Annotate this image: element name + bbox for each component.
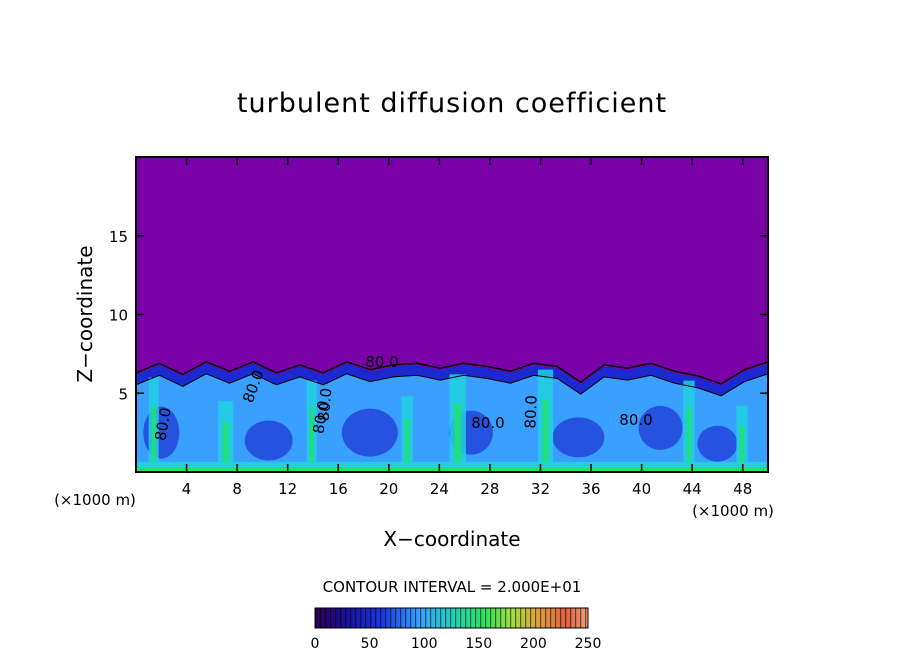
colorbar-tick-label: 50 xyxy=(361,636,379,652)
x-tick-label: 48 xyxy=(733,480,752,498)
x-unit-label-left: (×1000 m) xyxy=(54,491,136,509)
x-tick-label: 16 xyxy=(329,480,348,498)
contour-label: 80.0 xyxy=(315,387,336,422)
field-plume-core xyxy=(151,405,156,472)
contour-label: 80.0 xyxy=(471,414,504,432)
x-tick-label: 20 xyxy=(379,480,398,498)
contour-label: 80.0 xyxy=(151,406,175,442)
x-tick-label: 36 xyxy=(581,480,600,498)
plot-area xyxy=(136,157,768,472)
field-eddy xyxy=(697,425,738,462)
colorbar-tick-label: 250 xyxy=(575,636,602,652)
field-surface-layer xyxy=(136,462,768,472)
field-surface-layer-core xyxy=(136,468,768,472)
field-plume-core xyxy=(222,422,229,472)
x-tick-label: 40 xyxy=(632,480,651,498)
boundary-layer-field xyxy=(136,360,768,472)
x-axis-ticks: 4 8 12 16 20 24 28 32 36 40 44 48 xyxy=(182,157,752,498)
x-tick-label: 28 xyxy=(480,480,499,498)
y-tick-label: 10 xyxy=(109,307,128,325)
colorbar-tick-label: 200 xyxy=(520,636,547,652)
contour-label: 80.0 xyxy=(619,411,652,429)
contour-label: 80.0 xyxy=(365,353,398,371)
colorbar-tick-label: 150 xyxy=(465,636,492,652)
field-eddy xyxy=(552,417,605,458)
field-plume-core xyxy=(404,419,410,472)
colorbar-tick-label: 100 xyxy=(411,636,438,652)
field-plume-core xyxy=(309,408,314,472)
x-tick-label: 12 xyxy=(278,480,297,498)
colorbar-tick-label: 0 xyxy=(311,636,320,652)
field-plume-core xyxy=(686,408,692,472)
x-tick-label: 32 xyxy=(531,480,550,498)
contour-label: 80.0 xyxy=(309,399,333,435)
field-plume-core xyxy=(454,403,461,472)
contour-line xyxy=(136,373,768,397)
colorbar-ticks: 0 50 100 150 200 250 xyxy=(311,636,602,652)
x-tick-label: 8 xyxy=(232,480,242,498)
y-tick-label: 15 xyxy=(109,228,128,246)
field-plume-core xyxy=(739,425,745,472)
x-tick-label: 4 xyxy=(182,480,192,498)
contour-line xyxy=(136,360,768,385)
contour-interval-text: CONTOUR INTERVAL = 2.000E+01 xyxy=(323,578,582,596)
chart-title: turbulent diffusion coefficient xyxy=(237,88,667,119)
x-tick-label: 24 xyxy=(430,480,449,498)
field-eddy xyxy=(244,420,293,461)
colorbar-frame xyxy=(314,607,589,629)
field-plume-core xyxy=(542,400,549,472)
x-unit-label-right: (×1000 m) xyxy=(692,502,774,520)
y-axis-ticks: 5 10 15 xyxy=(109,228,768,403)
colorbar-lines xyxy=(315,608,588,628)
contour-label: 80.0 xyxy=(521,395,540,429)
y-tick-label: 5 xyxy=(118,385,128,403)
field-eddy xyxy=(341,408,398,457)
x-axis-label: X−coordinate xyxy=(383,527,520,551)
y-axis-label: Z−coordinate xyxy=(73,245,97,382)
colorbar: 0 50 100 150 200 250 xyxy=(311,607,602,652)
x-tick-label: 44 xyxy=(683,480,702,498)
field-eddy xyxy=(638,405,683,450)
